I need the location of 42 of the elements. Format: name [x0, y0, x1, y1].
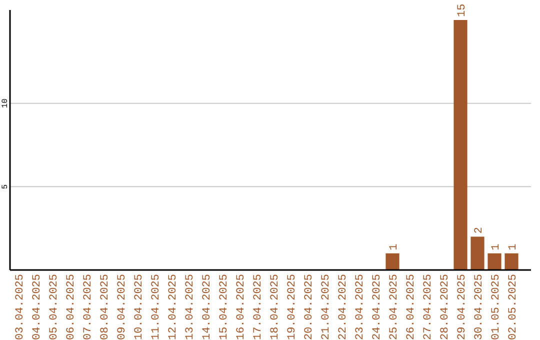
x-tick-label: 13.04.2025 — [184, 274, 196, 340]
x-tick-label: 20.04.2025 — [304, 274, 316, 340]
data-label: 1 — [508, 243, 520, 250]
x-tick-label: 22.04.2025 — [338, 274, 350, 340]
data-label: 1 — [388, 243, 400, 250]
x-tick-label: 11.04.2025 — [150, 274, 162, 340]
x-tick-label: 15.04.2025 — [218, 274, 230, 340]
x-tick-label: 26.04.2025 — [406, 274, 418, 340]
x-tick-label: 12.04.2025 — [168, 274, 180, 340]
x-tick-label: 09.04.2025 — [116, 274, 128, 340]
x-tick-label: 23.04.2025 — [354, 274, 366, 340]
bar — [386, 253, 400, 270]
x-tick-label: 07.04.2025 — [82, 274, 94, 340]
x-tick-label: 30.04.2025 — [474, 274, 486, 340]
x-tick-label: 04.04.2025 — [32, 274, 44, 340]
x-tick-label: 05.04.2025 — [48, 274, 60, 340]
data-label: 2 — [474, 227, 486, 234]
x-tick-label: 24.04.2025 — [372, 274, 384, 340]
data-label: 15 — [456, 4, 468, 17]
x-tick-label: 25.04.2025 — [388, 274, 400, 340]
x-tick-label: 27.04.2025 — [422, 274, 434, 340]
bar — [470, 236, 484, 270]
x-tick-label: 08.04.2025 — [100, 274, 112, 340]
x-tick-label: 10.04.2025 — [134, 274, 146, 340]
x-tick-label: 03.04.2025 — [14, 274, 26, 340]
bar — [454, 20, 468, 270]
bar — [504, 253, 518, 270]
y-tick-label: 10 — [1, 98, 10, 108]
x-tick-label: 21.04.2025 — [320, 274, 332, 340]
x-tick-label: 18.04.2025 — [270, 274, 282, 340]
x-tick-label: 28.04.2025 — [440, 274, 452, 340]
bar — [488, 253, 502, 270]
x-tick-label: 06.04.2025 — [66, 274, 78, 340]
y-tick-label: 5 — [1, 184, 10, 190]
x-tick-label: 14.04.2025 — [202, 274, 214, 340]
data-label: 1 — [490, 243, 502, 250]
x-tick-label: 19.04.2025 — [286, 274, 298, 340]
x-tick-label: 16.04.2025 — [236, 274, 248, 340]
x-tick-label: 29.04.2025 — [456, 274, 468, 340]
x-tick-label: 17.04.2025 — [252, 274, 264, 340]
x-tick-label: 01.05.2025 — [490, 274, 502, 340]
x-tick-label: 02.05.2025 — [508, 274, 520, 340]
